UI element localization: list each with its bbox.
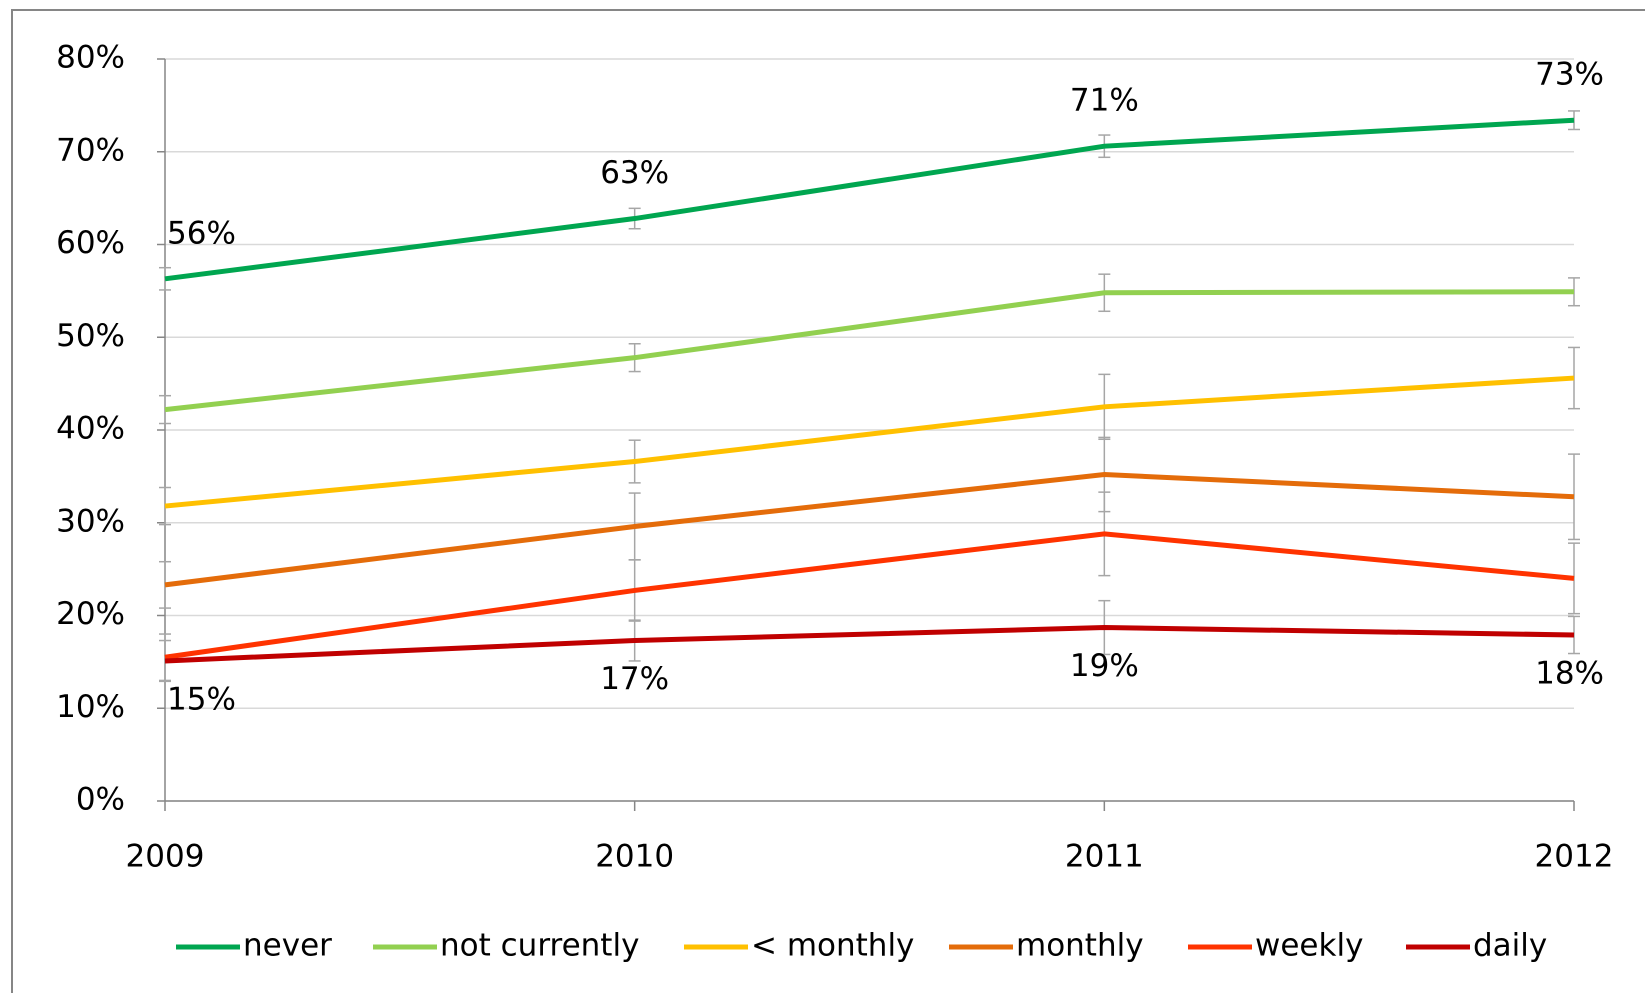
legend-label: not currently — [440, 928, 639, 964]
chart-frame — [11, 9, 1645, 993]
series-line — [164, 625, 1575, 664]
y-tick-label: 0% — [76, 782, 125, 818]
y-tick-label: 50% — [56, 318, 125, 354]
y-tick-label: 70% — [56, 132, 125, 168]
data-label: 73% — [1535, 57, 1604, 93]
error-bar — [1568, 615, 1580, 655]
series-line — [164, 472, 1575, 588]
y-tick-label: 30% — [56, 503, 125, 539]
x-tick-label: 2010 — [595, 839, 674, 875]
series-line — [164, 117, 1575, 282]
x-tick-label: 2011 — [1065, 839, 1144, 875]
data-label: 63% — [600, 155, 669, 191]
y-tick-label: 10% — [56, 689, 125, 725]
x-tick-label: 2012 — [1535, 839, 1614, 875]
y-tick-label: 40% — [56, 411, 125, 447]
data-label: 56% — [167, 215, 236, 251]
data-label: 19% — [1070, 648, 1139, 684]
legend-label: weekly — [1255, 928, 1363, 964]
data-label: 18% — [1535, 655, 1604, 691]
data-label: 15% — [167, 681, 236, 717]
y-tick-label: 20% — [56, 596, 125, 632]
series-line — [164, 375, 1575, 509]
series-line — [164, 289, 1575, 413]
x-tick-label: 2009 — [126, 839, 205, 875]
data-label: 71% — [1070, 83, 1139, 119]
legend-label: never — [243, 928, 332, 964]
y-tick-label: 80% — [56, 40, 125, 76]
series-line — [164, 531, 1575, 660]
legend-label: monthly — [1016, 928, 1144, 964]
legend-label: < monthly — [751, 928, 914, 964]
y-tick-label: 60% — [56, 225, 125, 261]
data-label: 17% — [600, 661, 669, 697]
legend-label: daily — [1473, 928, 1547, 964]
